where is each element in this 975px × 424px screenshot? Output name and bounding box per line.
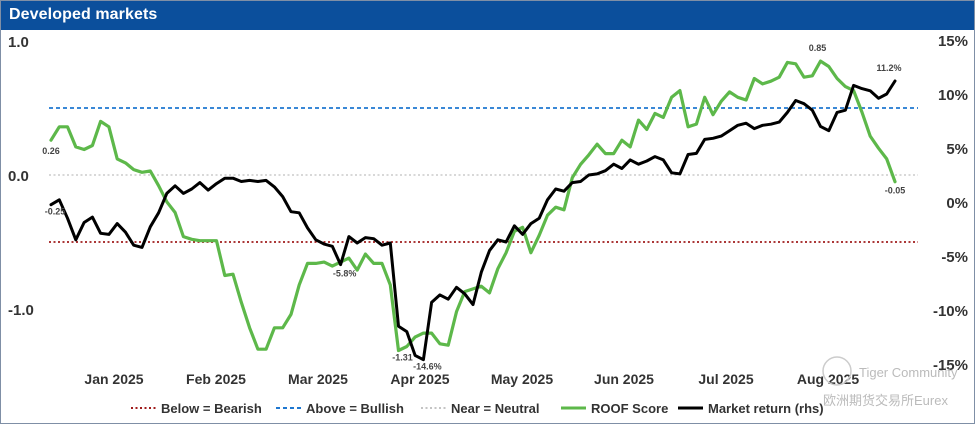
y-left-tick-label: -1.0 [8,302,34,319]
watermark-line1: Tiger Community [859,365,958,380]
legend-label: ROOF Score [591,401,668,416]
annotation-label: -14.6% [413,362,442,372]
y-right-tick-label: -15% [933,357,968,374]
chart-svg: 1.0 0.0 -1.0 15% 10% 5% 0% -5% -10% -15% Jan 2025 F… [8,33,968,416]
watermark-logo-icon [822,356,852,386]
y-right-tick-label: -5% [941,249,968,266]
annotation-label: -5.8% [333,269,357,279]
legend-label: Market return (rhs) [708,401,824,416]
y-left-tick-label: 1.0 [8,34,29,51]
series-line-market-return [49,79,897,362]
watermark: Tiger Community 欧洲期货交易所Eurex [822,356,958,408]
x-tick-label: Jun 2025 [594,371,654,387]
x-tick-label: May 2025 [491,371,553,387]
x-tick-label: Jul 2025 [698,371,753,387]
x-tick-label: Jan 2025 [84,371,143,387]
y-right-tick-label: -10% [933,303,968,320]
legend-label: Below = Bearish [161,401,262,416]
y-right-tick-label: 15% [938,33,968,50]
annotation-label: 0.85 [809,43,827,53]
y-left-tick-label: 0.0 [8,168,29,185]
chart-header: Developed markets [1,1,974,30]
y-right-tick-label: 10% [938,87,968,104]
annotation-label: 11.2% [876,63,901,73]
x-tick-label: Mar 2025 [288,371,348,387]
annotation-label: -0.05 [885,186,906,196]
y-right-tick-label: 5% [946,141,968,158]
legend-label: Above = Bullish [306,401,404,416]
watermark-line2: 欧洲期货交易所Eurex [823,393,948,408]
annotation-label: 0.26 [42,146,60,156]
chart-title: Developed markets [9,6,158,23]
legend-label: Near = Neutral [451,401,540,416]
x-tick-label: Aug 2025 [797,371,859,387]
y-right-tick-label: 0% [946,195,968,212]
annotation-label: -0.25 [45,207,66,217]
annotation-label: -1.31 [392,353,413,363]
series-line-roof-score [49,59,897,353]
x-tick-label: Feb 2025 [186,371,246,387]
x-tick-label: Apr 2025 [390,371,449,387]
